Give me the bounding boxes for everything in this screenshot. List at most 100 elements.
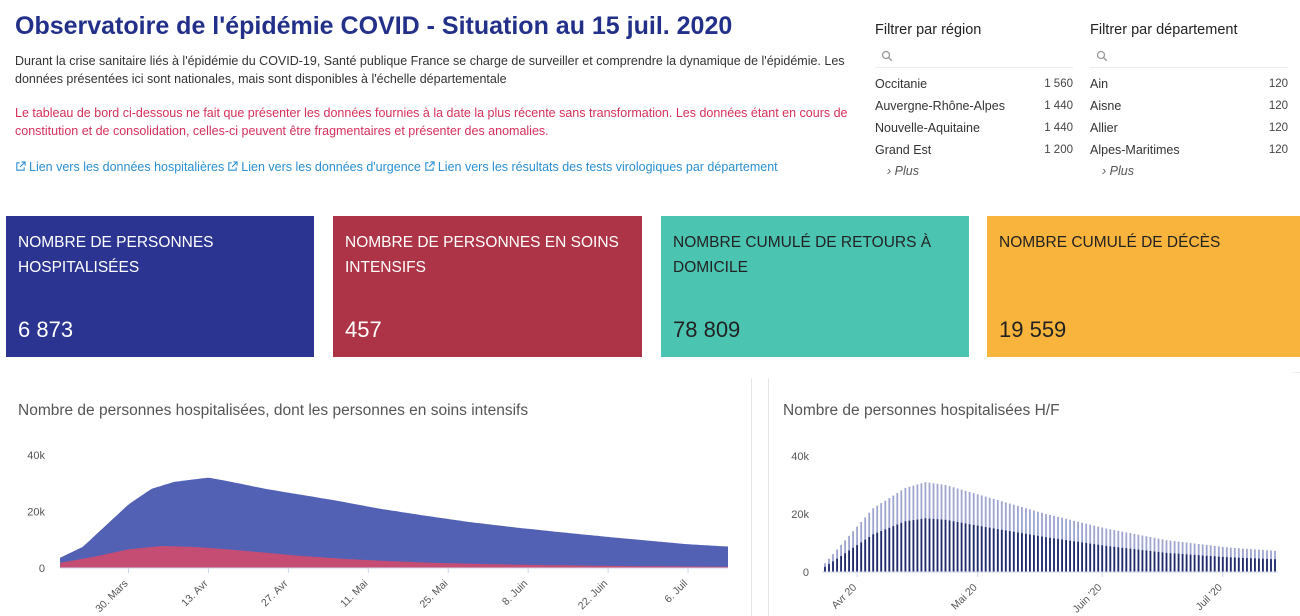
male-bar <box>1266 558 1268 572</box>
kpi-card-hospitalized: Nombre de personnes hospitalisées 6 873 <box>6 216 314 357</box>
department-list: Ain 120 Aisne 120 Allier 120 Alpes-Maritime… <box>1090 73 1288 181</box>
region-item[interactable]: Occitanie 1 560 <box>875 77 1073 91</box>
male-bar <box>1177 553 1180 572</box>
male-bar <box>1081 542 1083 572</box>
male-bar <box>1181 554 1184 572</box>
x-tick-label: Mai 20 <box>949 582 980 613</box>
male-bar <box>1185 554 1188 572</box>
male-bar <box>920 518 923 572</box>
region-item[interactable]: Nouvelle-Aquitaine 1 440 <box>875 121 1073 135</box>
male-bar <box>1125 548 1128 572</box>
hospitalized-area-chart[interactable]: 0 20k 40k 30. Mars 13. Avr 27. Avr 11. Mai 25. … <box>0 378 752 616</box>
region-item[interactable]: Grand Est 1 200 <box>875 143 1073 157</box>
male-bar <box>1258 558 1260 572</box>
male-bar <box>896 524 899 572</box>
kpi-label: Nombre cumulé de décès <box>999 234 1221 251</box>
male-bar <box>1069 540 1071 572</box>
x-tick-label: 27. Avr <box>259 577 291 609</box>
male-bar <box>1149 551 1152 572</box>
external-link-icon <box>228 161 238 171</box>
male-bar <box>1012 531 1015 572</box>
male-bar <box>1065 540 1067 572</box>
male-bar <box>900 522 903 572</box>
link-test-results[interactable]: Lien vers les résultats des tests virolo… <box>424 160 778 174</box>
male-bar <box>1229 557 1232 572</box>
chevron-right-icon: › <box>1102 164 1107 178</box>
male-bar <box>1129 548 1132 572</box>
male-bar <box>1193 554 1196 572</box>
male-bar <box>1025 533 1027 572</box>
male-bar <box>932 518 935 572</box>
male-bar <box>1246 558 1248 572</box>
male-bar <box>1137 549 1140 572</box>
male-bar <box>1237 557 1240 572</box>
male-bar <box>1097 544 1100 572</box>
male-bar <box>892 526 895 572</box>
male-bar <box>1233 557 1236 572</box>
male-bar <box>928 518 931 572</box>
male-bar <box>1037 535 1039 572</box>
male-bar <box>856 545 858 572</box>
male-bar <box>1133 549 1136 572</box>
male-bar <box>852 547 854 572</box>
region-more-button[interactable]: › Plus <box>887 164 919 178</box>
warning-text: Le tableau de bord ci-dessous ne fait qu… <box>15 106 848 138</box>
male-bar <box>940 519 943 572</box>
male-bar <box>888 527 891 572</box>
external-link-icon <box>425 161 435 171</box>
y-tick-label: 0 <box>803 567 809 579</box>
male-bar <box>912 520 915 572</box>
gender-chart-panel: Nombre de personnes hospitalisées H/F 0 2… <box>768 378 1300 616</box>
male-bar <box>1089 543 1092 572</box>
region-item[interactable]: Auvergne-Rhône-Alpes 1 440 <box>875 99 1073 113</box>
chevron-right-icon: › <box>887 164 892 178</box>
male-bar <box>1073 541 1075 572</box>
male-bar <box>964 523 967 572</box>
external-link-icon <box>16 161 26 171</box>
male-bar <box>996 529 999 572</box>
divider-dots: ⋯ <box>1293 368 1300 377</box>
region-filter: Filtrer par région Occitanie 1 560 Auverg… <box>875 22 1073 181</box>
kpi-value: 78 809 <box>673 317 741 342</box>
search-icon <box>1096 50 1108 61</box>
x-tick-label: 30. Mars <box>93 578 130 615</box>
male-bar <box>1201 555 1204 572</box>
header: Observatoire de l'épidémie COVID - Situa… <box>15 10 855 174</box>
department-item[interactable]: Alpes-Maritimes 120 <box>1090 143 1288 157</box>
male-bar <box>1169 553 1172 572</box>
male-bar <box>1225 557 1228 572</box>
male-bar <box>1197 555 1200 572</box>
male-bar <box>1161 552 1164 572</box>
male-bar <box>1049 537 1051 572</box>
male-bar <box>1157 551 1160 572</box>
male-bar <box>1274 559 1276 572</box>
department-item[interactable]: Aisne 120 <box>1090 99 1288 113</box>
male-bar <box>1000 529 1003 572</box>
gender-bar-chart[interactable]: 0 20k 40k Avr 20 Mai 20 Juin '20 Juil '20 <box>769 378 1300 616</box>
male-bar <box>1173 553 1176 572</box>
male-bar <box>956 522 959 572</box>
x-tick-label: Juil '20 <box>1194 582 1225 613</box>
department-search-input[interactable] <box>1090 44 1288 68</box>
kpi-label: Nombre de personnes en soins intensifs <box>345 234 619 276</box>
department-more-button[interactable]: › Plus <box>1102 164 1134 178</box>
male-bar <box>1004 530 1007 572</box>
male-bar <box>1053 538 1055 572</box>
link-hospital-data[interactable]: Lien vers les données hospitalières <box>15 160 224 174</box>
male-bar <box>1121 547 1124 572</box>
department-item[interactable]: Allier 120 <box>1090 121 1288 135</box>
region-search-input[interactable] <box>875 44 1073 68</box>
male-bar <box>824 566 826 572</box>
male-bar <box>836 558 838 572</box>
male-bar <box>1077 541 1079 572</box>
male-bar <box>844 553 846 572</box>
link-emergency-data[interactable]: Lien vers les données d'urgence <box>227 160 421 174</box>
data-links: Lien vers les données hospitalières Lien … <box>15 160 855 174</box>
male-bar <box>1008 531 1011 572</box>
department-filter: Filtrer par département Ain 120 Aisne 120 … <box>1090 22 1288 181</box>
male-bar <box>868 537 871 572</box>
region-list: Occitanie 1 560 Auvergne-Rhône-Alpes 1 440… <box>875 73 1073 181</box>
department-item[interactable]: Ain 120 <box>1090 77 1288 91</box>
y-tick-label: 0 <box>39 563 45 575</box>
male-bar <box>1205 555 1208 572</box>
